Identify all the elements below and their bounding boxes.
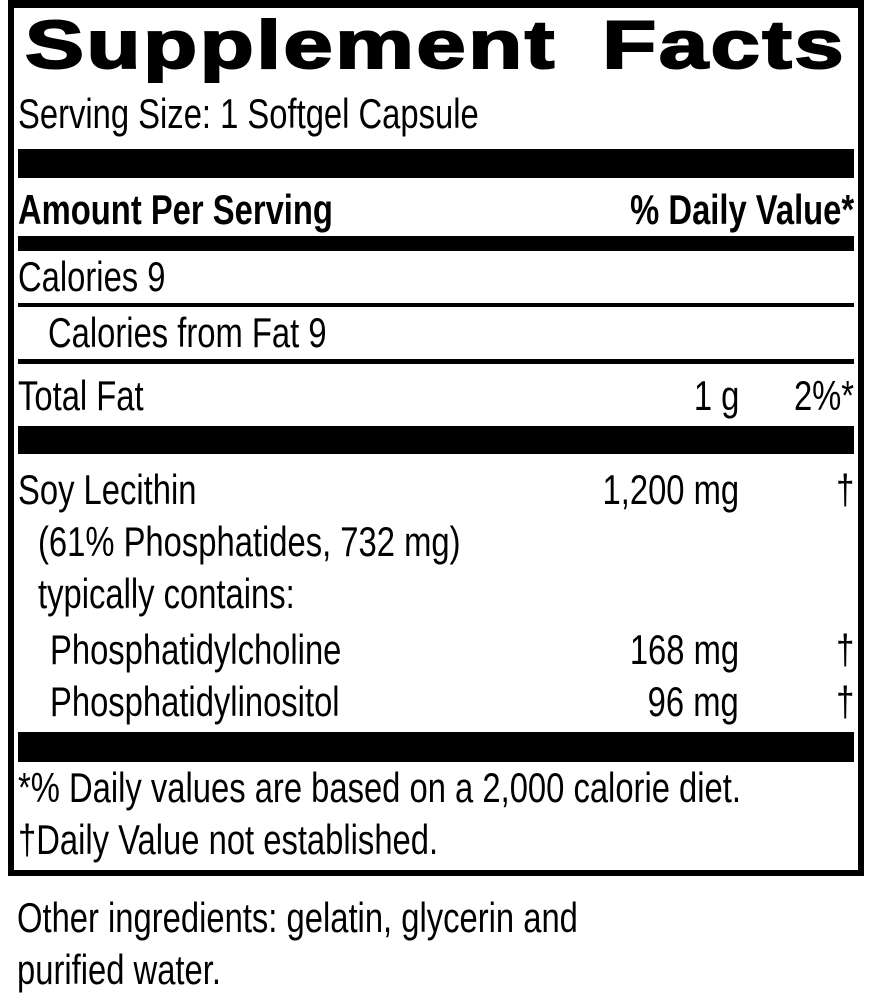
- total-fat-label: Total Fat: [18, 372, 144, 419]
- total-fat-row: Total Fat 1 g 2%*: [18, 364, 854, 426]
- soy-lecithin-label: Soy Lecithin: [18, 466, 197, 513]
- typically-contains-text: typically contains:: [38, 570, 295, 617]
- phosphatidylinositol-dv: †: [835, 678, 854, 725]
- phosphatidylinositol-amount: 96 mg: [647, 678, 739, 725]
- separator-bar-thick-mid: [18, 426, 854, 454]
- serving-size-text: Serving Size: 1 Softgel Capsule: [18, 90, 479, 137]
- separator-bar-thick-bottom: [18, 732, 854, 762]
- phosphatidylinositol-label: Phosphatidylinositol: [50, 678, 340, 725]
- separator-bar-thick-top: [18, 149, 854, 178]
- serving-size-row: Serving Size: 1 Softgel Capsule: [18, 82, 854, 140]
- calories-row: Calories 9: [18, 251, 854, 303]
- footnote-daily-value: *% Daily values are based on a 2,000 cal…: [18, 762, 854, 814]
- separator-bar-medium: [18, 236, 854, 251]
- soy-lecithin-row: Soy Lecithin 1,200 mg †: [18, 454, 854, 516]
- calories-from-fat-row: Calories from Fat 9: [18, 307, 854, 359]
- phosphatidylcholine-amount: 168 mg: [629, 626, 739, 673]
- calories-text: Calories 9: [18, 253, 166, 300]
- soy-lecithin-detail-row-2: typically contains:: [18, 568, 854, 620]
- column-header-row: Amount Per Serving % Daily Value*: [18, 178, 854, 236]
- footnote-dagger: †Daily Value not established.: [18, 814, 854, 866]
- other-ingredients-line-1: Other ingredients: gelatin, glycerin and: [17, 894, 578, 941]
- hairline-rule-2: [18, 359, 854, 364]
- soy-lecithin-dv: †: [835, 466, 854, 513]
- total-fat-amount: 1 g: [693, 372, 739, 419]
- footnote-dagger-text: †Daily Value not established.: [18, 816, 439, 863]
- supplement-facts-panel: Supplement Facts Serving Size: 1 Softgel…: [8, 0, 864, 876]
- panel-title-wrap: Supplement Facts: [18, 8, 854, 82]
- phosphatidylcholine-dv: †: [835, 626, 854, 673]
- soy-lecithin-detail-row-1: (61% Phosphatides, 732 mg): [18, 516, 854, 568]
- calories-from-fat-text: Calories from Fat 9: [48, 309, 327, 356]
- other-ingredients: Other ingredients: gelatin, glycerin and…: [17, 892, 864, 996]
- phosphatidylcholine-row: Phosphatidylcholine 168 mg †: [18, 624, 854, 676]
- daily-value-header: % Daily Value*: [630, 186, 854, 233]
- amount-per-serving-header: Amount Per Serving: [18, 186, 333, 233]
- phosphatidylinositol-row: Phosphatidylinositol 96 mg †: [18, 676, 854, 728]
- hairline-rule-1: [18, 303, 854, 307]
- other-ingredients-line-2: purified water.: [17, 946, 221, 993]
- total-fat-dv: 2%*: [793, 372, 854, 419]
- phosphatides-detail-text: (61% Phosphatides, 732 mg): [38, 518, 461, 565]
- soy-lecithin-amount: 1,200 mg: [602, 466, 739, 513]
- footnote-daily-value-text: *% Daily values are based on a 2,000 cal…: [18, 764, 741, 811]
- panel-title: Supplement Facts: [24, 7, 847, 83]
- phosphatidylcholine-label: Phosphatidylcholine: [50, 626, 342, 673]
